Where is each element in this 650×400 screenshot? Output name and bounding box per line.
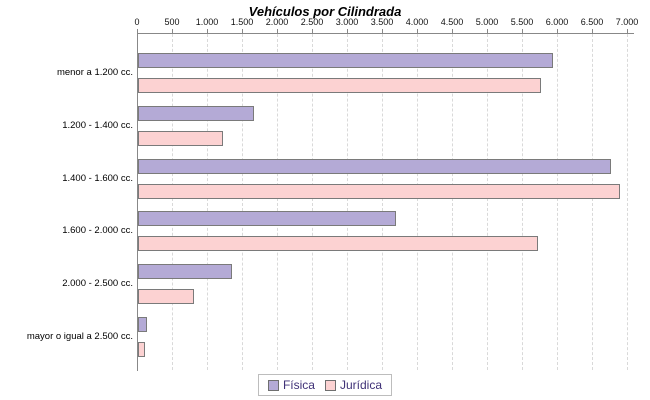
vertical-gridline <box>627 34 628 370</box>
chart-title: Vehículos por Cilindrada <box>248 4 402 19</box>
x-axis-tick <box>347 29 348 33</box>
vertical-gridline <box>172 34 173 370</box>
category-label: menor a 1.200 cc. <box>56 67 133 78</box>
x-axis-tick-label: 0 <box>134 17 140 27</box>
legend-label: Física <box>282 378 315 392</box>
x-axis-tick <box>627 29 628 33</box>
x-axis-tick <box>417 29 418 33</box>
x-axis-tick-label: 1.000 <box>195 17 219 27</box>
bar-fisica <box>138 53 553 68</box>
bar-juridica <box>138 236 538 252</box>
x-axis-tick <box>557 29 558 33</box>
vertical-gridline <box>382 34 383 370</box>
bar-fisica <box>138 317 147 332</box>
x-axis-line <box>137 33 634 34</box>
x-axis-tick-label: 3.500 <box>370 17 394 27</box>
bar-fisica <box>138 211 396 227</box>
x-axis-tick <box>592 29 593 33</box>
x-axis-tick-label: 6.500 <box>580 17 604 27</box>
vertical-gridline <box>487 34 488 370</box>
x-axis-tick <box>172 29 173 33</box>
bar-juridica <box>138 78 541 93</box>
x-axis-tick-label: 5.500 <box>510 17 534 27</box>
bar-juridica <box>138 289 194 305</box>
y-axis-line <box>137 33 138 371</box>
bar-fisica <box>138 158 611 174</box>
category-label: 2.000 - 2.500 cc. <box>62 278 133 290</box>
x-axis-tick-label: 2.500 <box>300 17 324 27</box>
vertical-gridline <box>277 34 278 370</box>
legend: Física Jurídica <box>0 374 650 396</box>
bar-fisica <box>138 264 232 280</box>
x-axis-tick <box>452 29 453 33</box>
x-axis-tick-label: 5.000 <box>475 17 499 27</box>
x-axis-tick <box>137 29 138 33</box>
vertical-gridline <box>522 34 523 370</box>
vertical-gridline <box>242 34 243 370</box>
x-axis-tick-label: 4.000 <box>405 17 429 27</box>
category-label: 1.600 - 2.000 cc. <box>62 225 133 237</box>
x-axis-tick <box>312 29 313 33</box>
bar-juridica <box>138 342 145 357</box>
x-axis-tick <box>277 29 278 33</box>
x-axis-tick <box>487 29 488 33</box>
x-axis-tick <box>242 29 243 33</box>
x-axis-tick-label: 1.500 <box>230 17 254 27</box>
legend-swatch-fisica <box>267 379 279 391</box>
x-axis-tick-label: 4.500 <box>440 17 464 27</box>
legend-item-juridica: Jurídica <box>324 378 383 392</box>
legend-box: Física Jurídica <box>257 374 393 396</box>
vertical-gridline <box>592 34 593 370</box>
vertical-gridline <box>207 34 208 370</box>
category-label: mayor o igual a 2.500 cc. <box>26 331 133 342</box>
x-axis-tick <box>522 29 523 33</box>
legend-item-fisica: Física <box>267 378 315 392</box>
bar-juridica <box>138 183 620 199</box>
bar-fisica <box>138 105 254 121</box>
x-axis-tick-label: 3.000 <box>335 17 359 27</box>
vertical-gridline <box>312 34 313 370</box>
x-axis-tick-label: 7.000 <box>615 17 639 27</box>
category-label: 1.400 - 1.600 cc. <box>62 172 133 184</box>
vertical-gridline <box>347 34 348 370</box>
vertical-gridline <box>452 34 453 370</box>
legend-label: Jurídica <box>339 378 383 392</box>
category-label: 1.200 - 1.400 cc. <box>62 119 133 131</box>
x-axis-tick-label: 2.000 <box>265 17 289 27</box>
bar-juridica <box>138 130 223 146</box>
vertical-gridline <box>557 34 558 370</box>
vertical-gridline <box>417 34 418 370</box>
x-axis-tick-label: 500 <box>164 17 180 27</box>
x-axis-tick-label: 6.000 <box>545 17 569 27</box>
x-axis-tick <box>382 29 383 33</box>
x-axis-tick <box>207 29 208 33</box>
legend-swatch-juridica <box>324 379 336 391</box>
